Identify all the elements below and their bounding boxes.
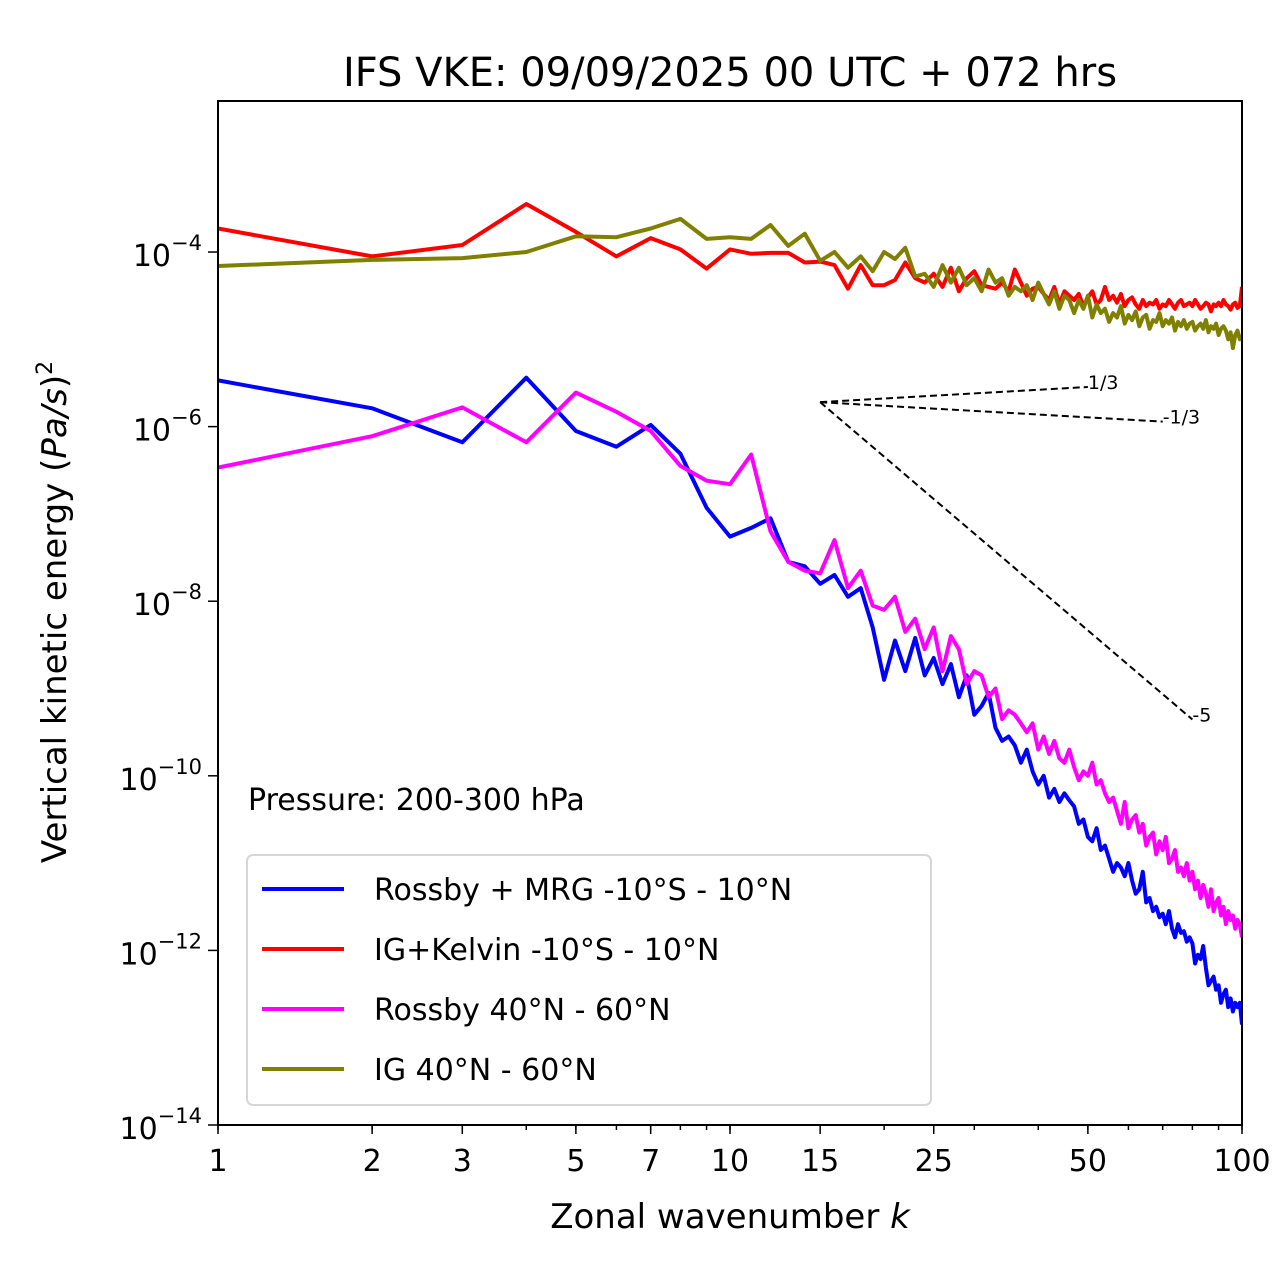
reference-slopes: 1/3 -1/3 -5 — [819, 372, 1211, 727]
slope-label-2: -5 — [1192, 705, 1211, 727]
slope-line-1 — [820, 401, 1163, 423]
x-tick-label: 50 — [1069, 1144, 1107, 1179]
y-axis-ticks: 10−4 10−6 10−8 10−10 10−12 10−14 — [119, 231, 218, 1147]
plot-lines — [218, 202, 1242, 1025]
chart-title: IFS VKE: 09/09/2025 00 UTC + 072 hrs — [343, 50, 1117, 96]
x-tick-label: 5 — [566, 1144, 585, 1179]
legend: Rossby + MRG -10°S - 10°N IG+Kelvin -10°S… — [246, 854, 932, 1106]
y-tick-label: 10−6 — [133, 406, 202, 449]
slope-line-0 — [820, 385, 1088, 404]
y-tick-label: 10−10 — [119, 755, 202, 798]
pressure-annotation: Pressure: 200-300 hPa — [248, 783, 585, 818]
x-tick-label: 3 — [453, 1144, 472, 1179]
legend-box — [246, 854, 932, 1106]
legend-label-3: IG 40°N - 60°N — [374, 1053, 597, 1088]
series-line-3 — [218, 216, 1242, 351]
series-line-2 — [218, 390, 1242, 938]
x-tick-label: 10 — [711, 1144, 749, 1179]
x-tick-label: 100 — [1213, 1144, 1270, 1179]
slope-line-2 — [819, 401, 1194, 721]
y-tick-label: 10−8 — [133, 580, 202, 623]
series-line-1 — [218, 202, 1242, 314]
x-tick-label: 1 — [208, 1144, 227, 1179]
y-tick-label: 10−14 — [119, 1104, 202, 1147]
series-line-0 — [218, 375, 1242, 1025]
y-axis-label: Vertical kinetic energy (Pa/s)2 — [33, 361, 75, 863]
x-axis-label: Zonal wavenumber k — [550, 1197, 911, 1237]
y-tick-label: 10−4 — [133, 231, 202, 274]
x-tick-label: 25 — [915, 1144, 953, 1179]
x-tick-label: 7 — [641, 1144, 660, 1179]
legend-label-1: IG+Kelvin -10°S - 10°N — [374, 933, 719, 968]
y-tick-label: 10−12 — [119, 929, 202, 972]
legend-label-2: Rossby 40°N - 60°N — [374, 993, 671, 1028]
x-tick-label: 2 — [363, 1144, 382, 1179]
x-tick-label: 15 — [801, 1144, 839, 1179]
x-axis-ticks: 1 2 3 5 7 10 15 25 50 100 — [208, 1125, 1271, 1179]
legend-label-0: Rossby + MRG -10°S - 10°N — [374, 873, 792, 908]
slope-label-1: -1/3 — [1163, 407, 1200, 429]
slope-label-0: 1/3 — [1088, 372, 1119, 394]
